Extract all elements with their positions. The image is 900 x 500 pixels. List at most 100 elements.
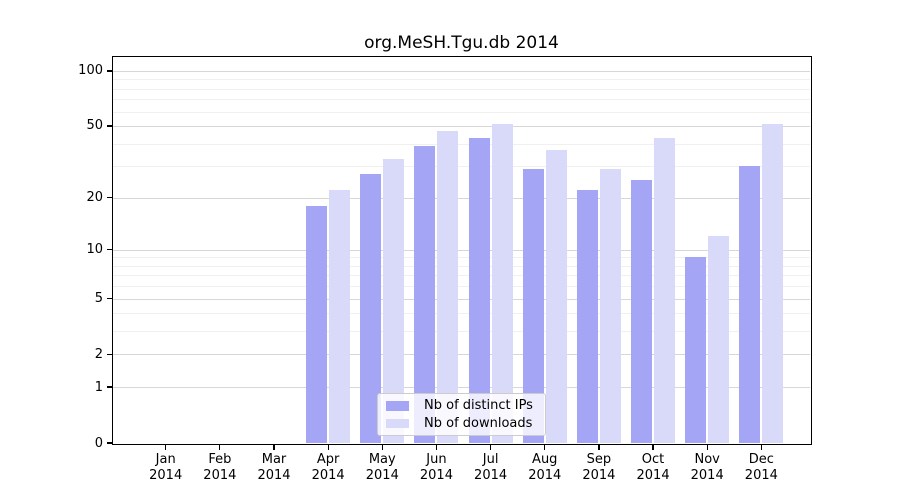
y-tick-label: 1 bbox=[94, 379, 103, 395]
bar bbox=[437, 130, 459, 443]
gridline-minor bbox=[113, 275, 810, 277]
bar bbox=[762, 124, 784, 443]
x-tick-label-month: Apr bbox=[316, 452, 340, 467]
bar bbox=[414, 145, 436, 443]
x-tick-mark bbox=[435, 444, 438, 450]
y-tick-label: 20 bbox=[86, 190, 103, 206]
x-tick-mark bbox=[327, 444, 329, 450]
gridline-minor bbox=[113, 99, 810, 101]
x-tick-label-year: 2014 bbox=[690, 467, 724, 483]
x-tick-label-year: 2014 bbox=[203, 467, 237, 483]
gridline-minor bbox=[113, 79, 810, 81]
x-tick-label-year: 2014 bbox=[311, 467, 345, 483]
gridline-major bbox=[113, 125, 810, 127]
gridline-major bbox=[113, 354, 810, 356]
x-tick-mark bbox=[598, 444, 600, 450]
bar bbox=[545, 149, 567, 443]
x-tick-label: Mar 2014 bbox=[247, 452, 301, 483]
x-tick-label-year: 2014 bbox=[257, 467, 291, 483]
x-tick-mark bbox=[706, 444, 708, 450]
bar bbox=[306, 205, 328, 443]
bar bbox=[522, 168, 544, 443]
y-tick-mark bbox=[106, 196, 112, 199]
gridline-minor bbox=[113, 331, 810, 333]
x-tick-label-year: 2014 bbox=[365, 467, 399, 483]
x-tick-label: Aug 2014 bbox=[518, 452, 572, 483]
y-tick-mark bbox=[106, 386, 112, 388]
legend-label: Nb of downloads bbox=[424, 415, 533, 431]
x-tick-mark bbox=[760, 444, 762, 450]
y-tick-mark bbox=[106, 297, 112, 300]
y-tick-mark bbox=[106, 125, 112, 127]
bar bbox=[599, 168, 621, 443]
bar bbox=[708, 236, 730, 443]
y-tick-mark bbox=[106, 442, 112, 444]
x-tick-label-month: Jan bbox=[155, 452, 176, 467]
bar bbox=[631, 180, 653, 443]
bar bbox=[383, 158, 405, 443]
legend-entry: Nb of distinct IPs bbox=[386, 397, 537, 415]
gridline-minor bbox=[113, 166, 810, 168]
x-tick-mark bbox=[219, 444, 221, 450]
x-tick-label-month: Jun bbox=[426, 452, 447, 467]
legend: Nb of distinct IPs Nb of downloads bbox=[377, 393, 546, 436]
x-tick-label: Feb 2014 bbox=[193, 452, 247, 483]
y-tick-label: 50 bbox=[86, 118, 103, 134]
gridline-major bbox=[113, 197, 810, 199]
x-tick-mark bbox=[489, 444, 492, 450]
x-tick-label-year: 2014 bbox=[744, 467, 778, 483]
y-tick-label: 100 bbox=[78, 63, 103, 79]
bar bbox=[329, 190, 351, 443]
gridline-minor bbox=[113, 257, 810, 259]
x-tick-label-month: Feb bbox=[208, 452, 232, 467]
gridline-minor bbox=[113, 143, 810, 145]
bar bbox=[468, 137, 490, 443]
y-tick-label: 5 bbox=[94, 291, 103, 307]
x-tick-label: Sep 2014 bbox=[572, 452, 626, 483]
x-tick-mark bbox=[273, 444, 275, 450]
legend-label: Nb of distinct IPs bbox=[424, 398, 533, 414]
x-tick-label: Jul 2014 bbox=[464, 452, 518, 483]
bar bbox=[654, 137, 676, 443]
x-tick-label: Jun 2014 bbox=[409, 452, 463, 483]
x-tick-label-month: Dec bbox=[748, 452, 774, 467]
chart-title: org.MeSH.Tgu.db 2014 bbox=[364, 33, 559, 53]
x-tick-label: Jan 2014 bbox=[139, 452, 193, 483]
x-tick-label-year: 2014 bbox=[149, 467, 183, 483]
x-tick-label-year: 2014 bbox=[528, 467, 562, 483]
x-tick-mark bbox=[544, 444, 546, 450]
y-tick-mark bbox=[106, 353, 112, 356]
x-tick-label-month: Oct bbox=[641, 452, 665, 467]
x-tick-label: Apr 2014 bbox=[301, 452, 355, 483]
x-tick-mark bbox=[652, 444, 654, 450]
bar bbox=[739, 166, 761, 443]
gridline-minor bbox=[113, 286, 810, 288]
gridline-minor bbox=[113, 111, 810, 113]
x-tick-label-month: Mar bbox=[261, 452, 287, 467]
bar bbox=[491, 124, 513, 443]
gridline-major bbox=[113, 387, 810, 389]
x-tick-label-month: Nov bbox=[694, 452, 720, 467]
x-tick-label-month: Aug bbox=[532, 452, 558, 467]
x-tick-label-month: Jul bbox=[482, 452, 499, 467]
x-tick-label-year: 2014 bbox=[582, 467, 616, 483]
x-tick-label-year: 2014 bbox=[474, 467, 508, 483]
gridline-minor bbox=[113, 265, 810, 267]
gridline-minor bbox=[113, 88, 810, 90]
y-tick-mark bbox=[106, 249, 112, 251]
y-tick-label: 0 bbox=[94, 435, 103, 451]
x-tick-label: Dec 2014 bbox=[734, 452, 788, 483]
x-tick-label-year: 2014 bbox=[636, 467, 670, 483]
legend-swatch bbox=[386, 401, 409, 411]
gridline-major bbox=[113, 298, 810, 300]
x-tick-label-year: 2014 bbox=[419, 467, 453, 483]
gridline-minor bbox=[113, 313, 810, 315]
x-tick-label: May 2014 bbox=[355, 452, 409, 483]
x-tick-mark bbox=[165, 444, 167, 450]
y-tick-label: 10 bbox=[86, 242, 103, 258]
y-tick-label: 2 bbox=[94, 346, 103, 362]
bar bbox=[685, 257, 707, 443]
gridline-major bbox=[113, 249, 810, 251]
gridline-major bbox=[113, 70, 810, 72]
